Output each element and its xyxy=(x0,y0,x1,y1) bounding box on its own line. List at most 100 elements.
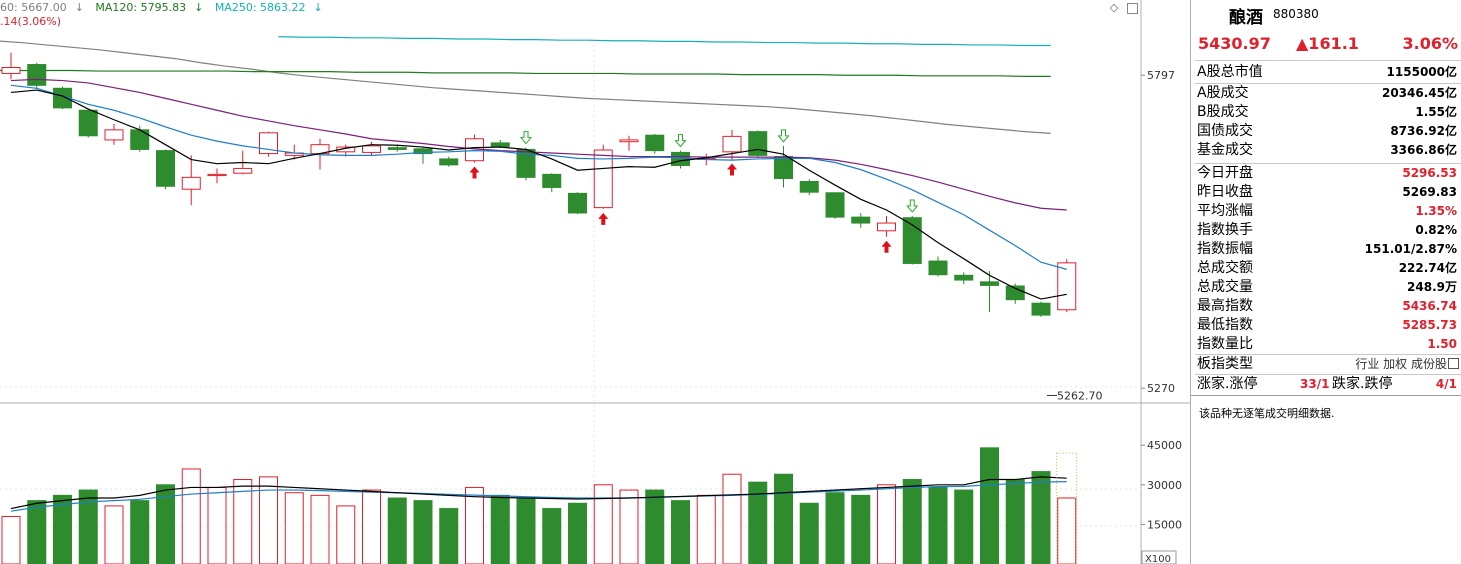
index-type-links[interactable]: 行业 加权 成份股 xyxy=(1355,355,1459,374)
volume-bar xyxy=(980,447,999,564)
candle-body xyxy=(851,216,871,224)
quote-value: 20346.45亿 xyxy=(1381,86,1457,100)
quote-value: 5285.73 xyxy=(1402,318,1457,332)
volume-bar xyxy=(387,497,407,564)
quote-row: 今日开盘 5296.53 xyxy=(1197,164,1461,183)
quote-panel: 酿酒 880380 5430.97 ▲161.1 3.06% A股总市值 1155… xyxy=(1190,0,1461,564)
volume-bar xyxy=(799,502,819,564)
quote-row: 最高指数 5436.74 xyxy=(1197,297,1461,316)
buy-signal-arrow xyxy=(598,212,609,225)
candle-body xyxy=(799,181,819,193)
quote-label: 最低指数 xyxy=(1197,317,1253,333)
grid-icon[interactable] xyxy=(1448,358,1459,369)
volume-bar xyxy=(593,484,613,564)
candle-body xyxy=(156,150,175,187)
volume-bar xyxy=(362,489,381,564)
volume-ma10-line xyxy=(10,481,1067,512)
volume-bar xyxy=(928,486,948,564)
volume-bar xyxy=(130,500,150,564)
price-row: 5430.97 ▲161.1 3.06% xyxy=(1198,34,1458,53)
advance-label: 涨家.涨停 xyxy=(1197,376,1258,392)
candle-body xyxy=(439,158,459,166)
candle-body xyxy=(1057,262,1077,311)
candle-body xyxy=(1005,285,1025,301)
ma60-line xyxy=(0,40,1051,135)
ma250-legend: MA250: 5863.22 ↓ xyxy=(214,1,323,14)
quote-value: 5296.53 xyxy=(1402,166,1457,180)
change-readout: .14(3.06%) xyxy=(0,15,62,28)
divider xyxy=(1191,395,1461,396)
volume-bar xyxy=(851,494,871,564)
quote-label: 指数换手 xyxy=(1197,222,1253,238)
quote-value: 0.82% xyxy=(1415,223,1457,237)
candle-body xyxy=(722,135,742,153)
quote-row: 最低指数 5285.73 xyxy=(1197,316,1461,335)
quote-value: 3366.86亿 xyxy=(1390,143,1457,157)
quote-row: 基金成交 3366.86亿 xyxy=(1197,141,1461,160)
sell-signal-arrow xyxy=(519,131,533,145)
volume-bar xyxy=(748,481,768,564)
volume-bar xyxy=(825,492,845,564)
quote-value: 1.50 xyxy=(1427,337,1457,351)
quote-row: 总成交额 222.74亿 xyxy=(1197,259,1461,278)
candle-body xyxy=(902,217,922,264)
candle-body xyxy=(774,156,793,180)
quote-label: 国债成交 xyxy=(1197,123,1253,139)
quote-label: A股成交 xyxy=(1197,85,1249,101)
sell-signal-arrow xyxy=(674,134,687,148)
price-tick-label: 5797 xyxy=(1147,69,1175,82)
last-price: 5430.97 xyxy=(1198,34,1271,53)
candle-body xyxy=(645,134,665,152)
volume-bar xyxy=(645,489,665,564)
current-volume-highlight xyxy=(1056,452,1078,564)
volume-bar xyxy=(310,494,330,564)
quote-value: 1.55亿 xyxy=(1415,105,1457,119)
buy-signal-arrow xyxy=(727,163,737,176)
quote-label: 今日开盘 xyxy=(1197,165,1253,181)
quote-label: 最高指数 xyxy=(1197,298,1253,314)
candle-body xyxy=(593,149,613,209)
quote-value: 5436.74 xyxy=(1402,299,1457,313)
quote-row: B股成交 1.55亿 xyxy=(1197,103,1461,122)
volume-bar xyxy=(542,508,562,564)
candle-body xyxy=(387,147,407,150)
candle-body xyxy=(954,274,974,281)
index-type-label: 板指类型 xyxy=(1197,356,1253,372)
candle-body xyxy=(619,139,639,143)
quote-row: 平均涨幅 1.35% xyxy=(1197,202,1461,221)
quote-label: 总成交量 xyxy=(1197,279,1253,295)
index-type-row: 板指类型 行业 加权 成份股 xyxy=(1197,355,1461,374)
candle-body xyxy=(336,146,356,153)
candle-body xyxy=(207,173,227,177)
volume-tick-label: 15000 xyxy=(1147,518,1182,531)
candle-body xyxy=(27,64,47,86)
price-change: ▲161.1 xyxy=(1296,34,1359,53)
volume-bar xyxy=(181,468,201,564)
volume-tick-label: 30000 xyxy=(1147,479,1182,492)
volume-bar xyxy=(619,489,639,564)
volume-bar xyxy=(568,502,587,564)
buy-signal-arrow xyxy=(469,166,480,179)
volume-unit-label: X100 xyxy=(1145,554,1171,564)
volume-bar xyxy=(413,500,433,564)
candle-body xyxy=(53,87,72,109)
divider xyxy=(1195,374,1461,375)
candle-body xyxy=(671,151,690,166)
quote-label: 平均涨幅 xyxy=(1197,203,1253,219)
price-change-pct: 3.06% xyxy=(1402,34,1458,53)
volume-bar xyxy=(696,494,716,564)
ma20-line xyxy=(10,78,1067,211)
diamond-icon[interactable]: ◇ xyxy=(1109,1,1119,14)
volume-tick-label: 45000 xyxy=(1147,439,1182,452)
kline-chart-area[interactable]: 5797 5270 45000 30000 15000 X100 5262.70 60: 5… xyxy=(0,0,1190,564)
ma5-line xyxy=(10,89,1067,300)
volume-bar xyxy=(954,489,974,564)
candle-body xyxy=(181,176,201,190)
window-restore-icon[interactable] xyxy=(1127,3,1138,14)
volume-unit-box xyxy=(1141,550,1177,564)
quote-row: 国债成交 8736.92亿 xyxy=(1197,122,1461,141)
quote-label: 昨日收盘 xyxy=(1197,184,1253,200)
buy-signal-arrow xyxy=(881,240,892,253)
candle-body xyxy=(877,222,896,232)
kline-chart[interactable]: 5797 5270 45000 30000 15000 X100 5262.70 xyxy=(0,0,1190,564)
